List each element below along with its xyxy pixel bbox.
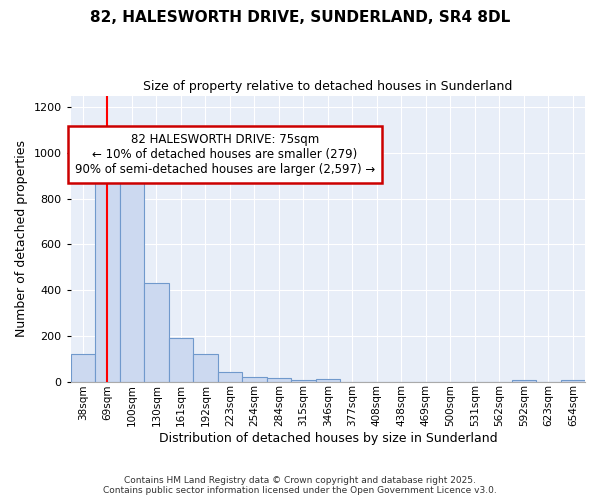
- Bar: [291, 380, 316, 382]
- Bar: [218, 372, 242, 382]
- Bar: [560, 380, 585, 382]
- Y-axis label: Number of detached properties: Number of detached properties: [15, 140, 28, 337]
- Title: Size of property relative to detached houses in Sunderland: Size of property relative to detached ho…: [143, 80, 512, 93]
- Text: Contains HM Land Registry data © Crown copyright and database right 2025.
Contai: Contains HM Land Registry data © Crown c…: [103, 476, 497, 495]
- Bar: [144, 283, 169, 382]
- Text: 82, HALESWORTH DRIVE, SUNDERLAND, SR4 8DL: 82, HALESWORTH DRIVE, SUNDERLAND, SR4 8D…: [90, 10, 510, 25]
- Bar: [169, 338, 193, 382]
- Bar: [266, 378, 291, 382]
- Bar: [193, 354, 218, 382]
- X-axis label: Distribution of detached houses by size in Sunderland: Distribution of detached houses by size …: [158, 432, 497, 445]
- Bar: [316, 380, 340, 382]
- Bar: [512, 380, 536, 382]
- Bar: [95, 160, 119, 382]
- Bar: [119, 162, 144, 382]
- Text: 82 HALESWORTH DRIVE: 75sqm
← 10% of detached houses are smaller (279)
90% of sem: 82 HALESWORTH DRIVE: 75sqm ← 10% of deta…: [75, 132, 375, 176]
- Bar: [71, 354, 95, 382]
- Bar: [242, 377, 266, 382]
